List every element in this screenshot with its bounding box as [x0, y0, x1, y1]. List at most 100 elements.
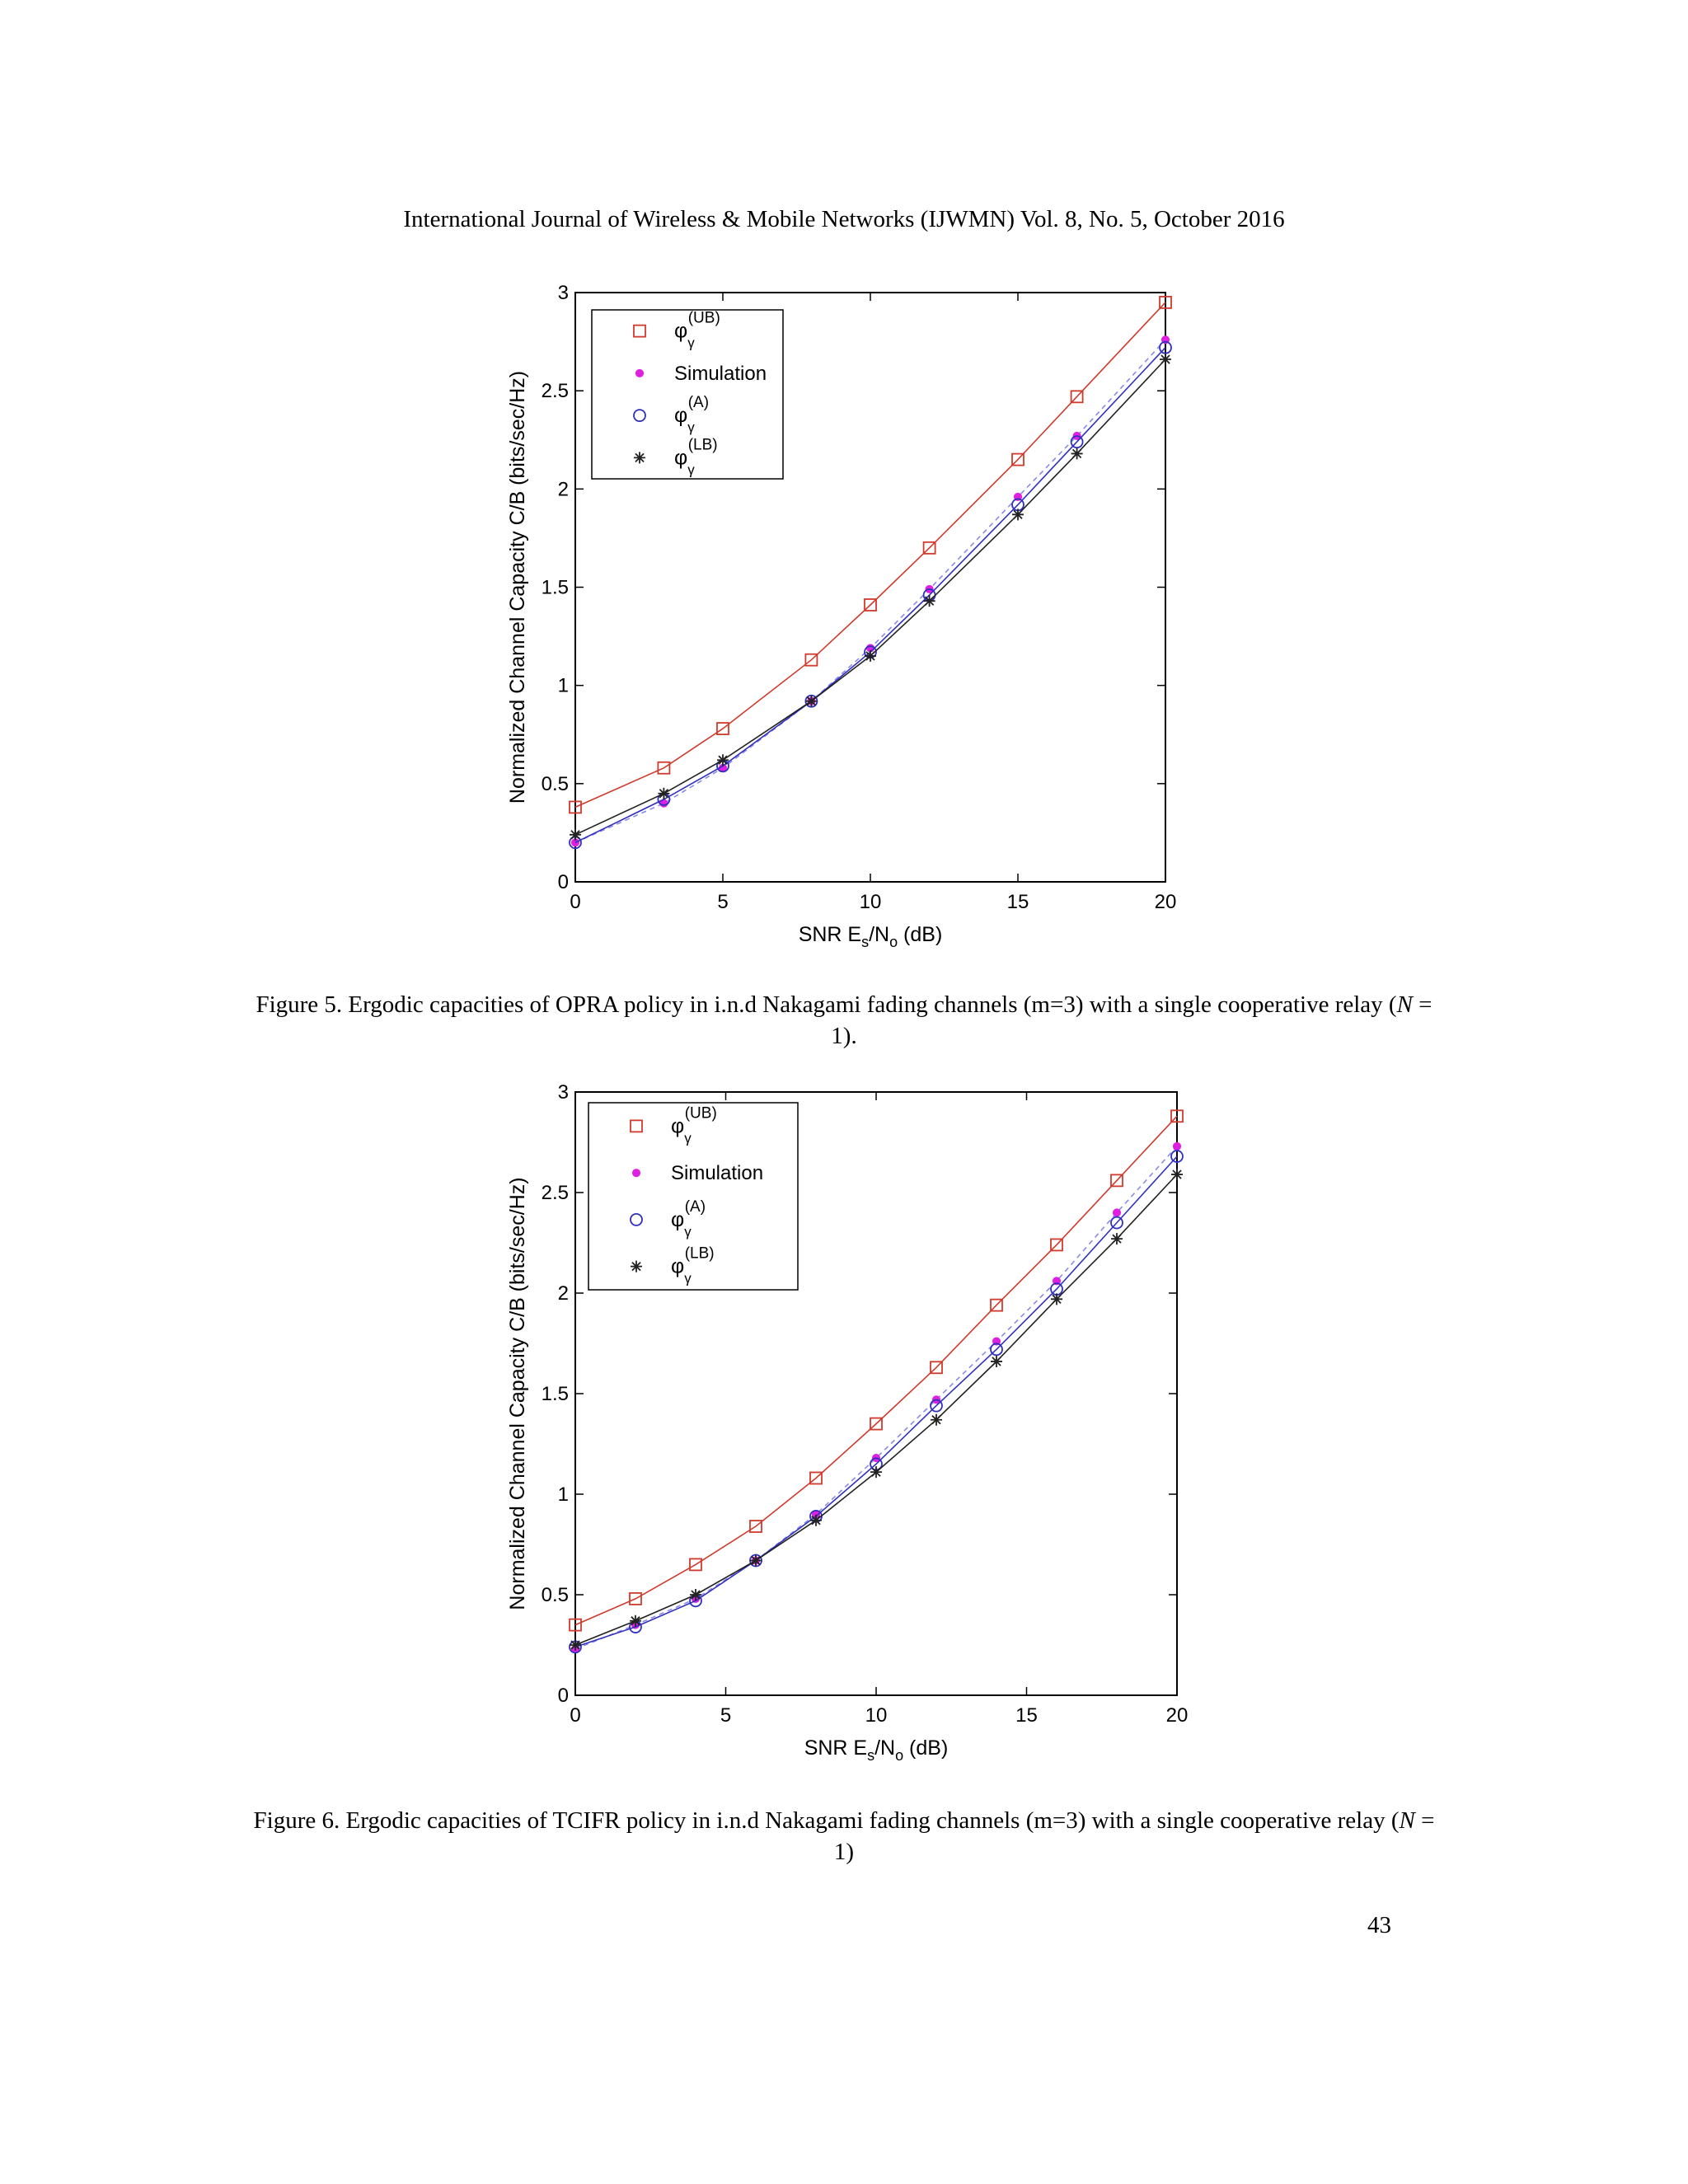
square-marker [864, 598, 877, 612]
series-square [569, 1109, 1184, 1632]
circle-marker [1070, 435, 1084, 449]
series-line [574, 302, 1166, 808]
figure-5-chart: 0 5 10 15 20 0 0.5 1 1.5 2 2.5 3 SNR Es/No (dB) Norma… [506, 282, 1177, 950]
star-marker [570, 1639, 581, 1651]
y-axis-label: Normalized Channel Capacity C/B (bits/se… [506, 1177, 529, 1610]
square-marker [1170, 1109, 1184, 1123]
y-tick-label: 0.5 [542, 773, 569, 795]
caption-text: Figure 6. Ergodic capacities of TCIFR po… [253, 1807, 1400, 1834]
figure-6-chart: 0 5 10 15 20 0 0.5 1 1.5 2 2.5 3 SNR Es/No (dB) Norma… [506, 1081, 1189, 1764]
square-marker [804, 653, 818, 667]
square-marker [569, 1618, 582, 1632]
star-marker [1012, 509, 1024, 521]
legend-entry: φγ(UB) [630, 1104, 717, 1146]
x-tick-label: 20 [1155, 891, 1177, 913]
caption-italic: N [1399, 1807, 1415, 1834]
x-tick-label: 5 [717, 891, 728, 913]
legend-box [588, 1102, 799, 1291]
star-marker [750, 1554, 762, 1567]
star-marker [1071, 448, 1083, 460]
dot-marker [635, 368, 645, 377]
caption-text: Figure 5. Ergodic capacities of OPRA pol… [256, 991, 1397, 1018]
star-marker [1051, 1293, 1062, 1305]
y-tick-label: 0 [558, 1685, 569, 1707]
square-marker [716, 722, 729, 735]
dot-marker [631, 1169, 641, 1178]
y-tick-label: 2 [558, 1282, 569, 1305]
square-marker [990, 1298, 1003, 1312]
x-tick-label: 20 [1166, 1704, 1189, 1727]
circle-marker [1170, 1150, 1184, 1163]
x-axis-label: SNR Es/No (dB) [799, 923, 943, 950]
y-tick-label: 1.5 [542, 577, 569, 599]
series-line [574, 1115, 1178, 1626]
star-marker [810, 1514, 822, 1526]
x-tick-label: 0 [570, 1704, 580, 1727]
square-marker [1011, 452, 1025, 466]
x-tick-label: 15 [1015, 1704, 1038, 1727]
legend-label: φγ(UB) [671, 1104, 717, 1146]
square-marker [657, 761, 671, 775]
legend-label: φγ(A) [671, 1198, 706, 1240]
y-tick-label: 3 [558, 282, 569, 304]
circle-marker [930, 1399, 943, 1413]
star-marker [658, 787, 670, 799]
legend-entry: φγ(A) [633, 394, 709, 435]
y-tick-label: 3 [558, 1081, 569, 1104]
legend-label: φγ(LB) [674, 436, 718, 477]
star-marker [1111, 1233, 1123, 1245]
x-tick-label: 10 [860, 891, 882, 913]
star-marker [1171, 1169, 1183, 1181]
legend-label: Simulation [671, 1162, 763, 1184]
dot-marker [1112, 1208, 1122, 1217]
circle-marker [1110, 1216, 1123, 1230]
circle-marker [633, 409, 646, 423]
caption-text-end: = 1). [831, 991, 1432, 1049]
square-marker [1110, 1174, 1123, 1188]
x-tick-label: 0 [570, 891, 580, 913]
legend-label: φγ(A) [674, 394, 709, 435]
page-number: 43 [1367, 1912, 1391, 1938]
legend-box [591, 309, 784, 480]
legend-entry: φγ(UB) [633, 310, 720, 351]
y-tick-label: 2 [558, 478, 569, 500]
star-marker [1160, 354, 1171, 366]
star-marker [631, 1260, 642, 1272]
legend: φγ(UB) Simulation φγ(A)φγ(LB) [591, 309, 784, 480]
square-marker [1159, 296, 1172, 309]
running-header: International Journal of Wireless & Mobi… [403, 206, 1285, 232]
square-marker [809, 1471, 823, 1485]
legend: φγ(UB) Simulation φγ(A) φγ(LB) [588, 1102, 799, 1291]
legend-label: φγ(LB) [671, 1245, 715, 1286]
star-marker [570, 828, 581, 841]
x-axis-label: SNR Es/No (dB) [804, 1736, 949, 1764]
star-marker [870, 1466, 882, 1479]
circle-marker [630, 1212, 643, 1226]
dot-marker [1172, 1141, 1182, 1151]
y-axis-label: Normalized Channel Capacity C/B (bits/se… [506, 371, 529, 804]
circle-marker [1159, 340, 1172, 354]
y-tick-label: 1 [558, 1483, 569, 1506]
circle-marker [990, 1343, 1003, 1357]
star-marker [634, 452, 645, 464]
legend-entry: Simulation [631, 1162, 763, 1184]
y-tick-label: 2.5 [542, 1182, 569, 1204]
square-marker [689, 1558, 702, 1572]
legend-label: Simulation [674, 363, 767, 385]
caption-text-end: = 1) [833, 1807, 1435, 1865]
square-marker [569, 800, 582, 814]
y-tick-label: 1.5 [542, 1383, 569, 1405]
series-square [569, 296, 1172, 814]
star-marker [923, 595, 935, 607]
star-marker [865, 649, 876, 662]
star-marker [630, 1615, 641, 1627]
star-marker [690, 1589, 701, 1601]
y-tick-label: 2.5 [542, 380, 569, 402]
y-tick-label: 0.5 [542, 1584, 569, 1606]
y-tick-label: 1 [558, 675, 569, 697]
square-marker [870, 1417, 883, 1431]
series-line [574, 1155, 1178, 1648]
star-marker [717, 754, 729, 766]
square-marker [1050, 1238, 1063, 1252]
legend-label: φγ(UB) [674, 310, 720, 351]
